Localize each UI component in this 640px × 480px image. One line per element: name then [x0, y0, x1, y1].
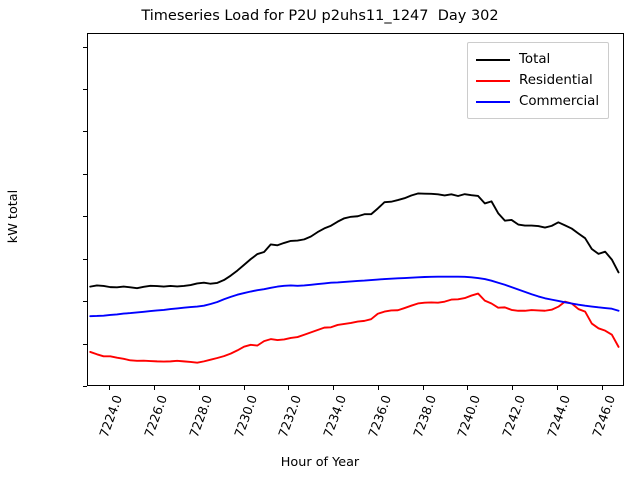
legend-item-commercial[interactable]: Commercial — [476, 91, 599, 112]
series-line-commercial — [89, 275, 620, 318]
y-tick-mark — [83, 89, 87, 90]
y-tick-mark — [83, 216, 87, 218]
series-line-total — [89, 192, 620, 290]
y-tick-mark — [83, 173, 87, 175]
x-tick-mark — [601, 386, 603, 390]
x-tick-mark — [154, 386, 156, 390]
legend-label: Residential — [519, 73, 593, 88]
y-tick-mark — [83, 343, 87, 345]
y-tick-mark — [83, 258, 87, 260]
x-tick-mark — [288, 386, 290, 390]
legend-swatch-commercial — [476, 100, 510, 103]
legend-label: Total — [519, 52, 551, 67]
chart-legend: Total Residential Commercial — [467, 42, 610, 119]
x-axis-label: Hour of Year — [280, 455, 360, 470]
chart-title: Timeseries Load for P2U p2uhs11_1247 Day… — [141, 8, 499, 24]
legend-item-residential[interactable]: Residential — [476, 70, 599, 91]
y-tick-mark — [83, 131, 87, 133]
legend-label: Commercial — [519, 94, 600, 109]
x-tick-mark — [556, 386, 558, 390]
y-tick-mark — [83, 386, 87, 387]
series-lines — [89, 192, 620, 364]
x-tick-mark — [333, 386, 335, 390]
y-tick-mark — [83, 46, 87, 48]
x-tick-mark — [512, 386, 514, 390]
legend-swatch-residential — [476, 79, 510, 82]
x-tick-mark — [467, 386, 469, 390]
y-axis-label: kW total — [6, 189, 22, 244]
x-tick-mark — [377, 386, 379, 390]
x-tick-mark — [422, 386, 424, 390]
series-line-residential — [89, 292, 620, 364]
x-tick-mark — [109, 386, 111, 390]
x-tick-mark — [198, 386, 200, 390]
legend-swatch-total — [476, 58, 510, 61]
x-tick-mark — [243, 386, 245, 390]
legend-item-total[interactable]: Total — [476, 49, 599, 70]
y-tick-mark — [83, 301, 87, 303]
